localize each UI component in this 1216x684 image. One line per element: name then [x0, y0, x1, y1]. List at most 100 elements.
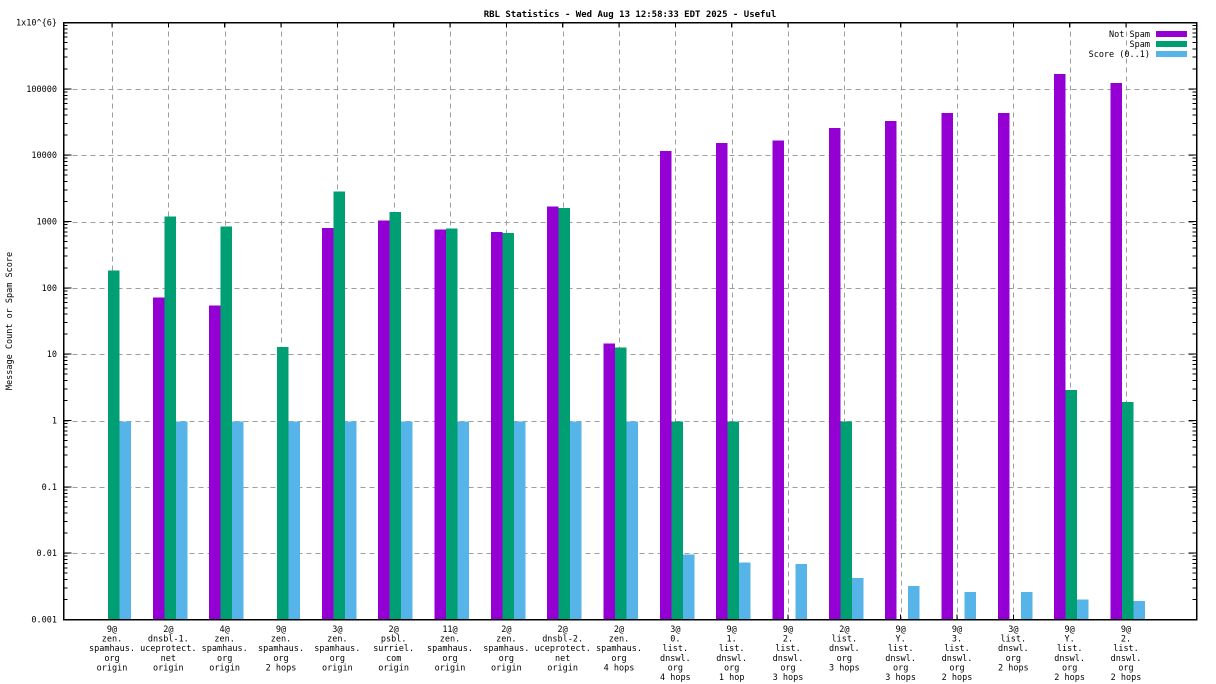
bar-score-0-1 — [1077, 599, 1089, 620]
x-tick-label: 9@ — [896, 625, 906, 635]
x-tick-label: origin — [97, 663, 128, 673]
x-tick-label: dnsbl-2. — [542, 635, 583, 645]
x-tick-label: dnsbl-1. — [148, 635, 189, 645]
x-tick-label: 2@ — [558, 625, 568, 635]
x-tick-label: org — [1062, 663, 1077, 673]
bar-spam — [220, 226, 233, 620]
x-tick-label: list. — [832, 635, 858, 645]
bar-score-0-1 — [1020, 591, 1033, 620]
bar-score-0-1 — [175, 421, 188, 620]
y-tick-label: 10000 — [31, 151, 57, 161]
x-tick-label: 2 hops — [266, 663, 297, 673]
x-tick-label: spamhaus. — [314, 644, 360, 654]
x-tick-label: com — [386, 654, 401, 664]
x-tick-label: list. — [663, 644, 689, 654]
x-tick-label: dnswl. — [998, 644, 1029, 654]
x-tick-label: 4@ — [220, 625, 230, 635]
chart-title: RBL Statistics - Wed Aug 13 12:58:33 EDT… — [484, 9, 777, 20]
bar-score-0-1 — [1133, 601, 1145, 620]
y-tick-label: 0.01 — [37, 549, 57, 559]
bar-not-spam — [659, 151, 672, 620]
bar-score-0-1 — [401, 421, 413, 620]
bar-not-spam — [378, 220, 390, 620]
bar-score-0-1 — [288, 421, 300, 620]
y-tick-label: 1000 — [37, 218, 57, 228]
bar-spam — [1122, 402, 1134, 620]
bar-not-spam — [828, 128, 841, 620]
x-tick-label: list. — [1113, 644, 1139, 654]
bar-spam — [164, 216, 176, 620]
x-tick-label: org — [949, 663, 964, 673]
x-tick-label: spamhaus. — [427, 644, 473, 654]
x-tick-label: 3 hops — [773, 673, 804, 683]
bar-score-0-1 — [626, 421, 638, 620]
bar-not-spam — [772, 140, 784, 620]
x-tick-label: dnswl. — [885, 654, 916, 664]
bar-not-spam — [941, 112, 953, 620]
x-tick-label: 1. — [727, 635, 737, 645]
x-tick-label: list. — [775, 644, 801, 654]
x-tick-label: 2@ — [163, 625, 173, 635]
y-axis-title: Message Count or Spam Score — [5, 252, 15, 390]
x-tick-label: origin — [491, 663, 522, 673]
bar-not-spam — [547, 206, 559, 620]
y-tick-label: 1 — [52, 417, 57, 427]
bar-spam — [671, 421, 683, 620]
x-tick-label: list. — [1057, 644, 1083, 654]
x-tick-label: zen. — [496, 635, 516, 645]
bar-not-spam — [603, 343, 615, 620]
x-tick-label: 2 hops — [942, 673, 973, 683]
x-tick-label: list. — [944, 644, 970, 654]
x-tick-label: zen. — [271, 635, 291, 645]
bar-not-spam — [321, 227, 334, 620]
x-tick-label: 2 hops — [1111, 673, 1142, 683]
x-tick-label: 4 hops — [604, 663, 635, 673]
y-tick-label: 100 — [42, 284, 57, 294]
x-tick-label: zen. — [609, 635, 629, 645]
x-tick-label: uceprotect. — [140, 644, 196, 654]
x-tick-label: 9@ — [1065, 625, 1075, 635]
y-tick-label: 10 — [47, 350, 57, 360]
x-tick-label: org — [1006, 654, 1021, 664]
x-tick-label: net — [161, 654, 176, 664]
x-tick-label: origin — [378, 663, 409, 673]
x-tick-label: psbl. — [381, 635, 407, 645]
y-tick-label: 0.001 — [31, 616, 57, 626]
x-tick-label: org — [104, 654, 119, 664]
x-tick-label: org — [837, 654, 852, 664]
y-tick-label: 100000 — [26, 85, 57, 95]
bar-spam — [840, 421, 852, 620]
y-tick-label: 0.1 — [42, 483, 57, 493]
legend-label-score-0-1: Score (0..1) — [1089, 50, 1150, 60]
x-tick-label: list. — [888, 644, 914, 654]
x-tick-label: 9@ — [276, 625, 286, 635]
x-tick-label: dnswl. — [716, 654, 747, 664]
bar-score-0-1 — [964, 591, 976, 620]
bar-not-spam — [1110, 83, 1122, 620]
x-tick-label: 9@ — [952, 625, 962, 635]
x-tick-label: net — [555, 654, 570, 664]
x-tick-label: org — [499, 654, 514, 664]
x-tick-label: list. — [719, 644, 745, 654]
x-tick-label: 11@ — [442, 625, 457, 635]
bar-score-0-1 — [908, 585, 920, 620]
x-tick-label: 2. — [1121, 635, 1131, 645]
x-tick-label: uceprotect. — [535, 644, 591, 654]
x-tick-label: 3. — [952, 635, 962, 645]
x-tick-label: spamhaus. — [596, 644, 642, 654]
x-tick-label: 3@ — [1008, 625, 1018, 635]
x-tick-label: 0. — [670, 635, 680, 645]
x-tick-label: origin — [322, 663, 353, 673]
x-tick-label: 9@ — [107, 625, 117, 635]
x-tick-label: zen. — [327, 635, 347, 645]
bar-not-spam — [885, 120, 897, 620]
x-tick-label: 3@ — [332, 625, 342, 635]
x-tick-label: 3@ — [670, 625, 680, 635]
bar-score-0-1 — [682, 554, 695, 620]
bar-score-0-1 — [513, 421, 526, 620]
bar-not-spam — [152, 297, 165, 620]
x-tick-label: origin — [435, 663, 466, 673]
x-tick-label: 2@ — [501, 625, 511, 635]
x-tick-label: zen. — [102, 635, 122, 645]
